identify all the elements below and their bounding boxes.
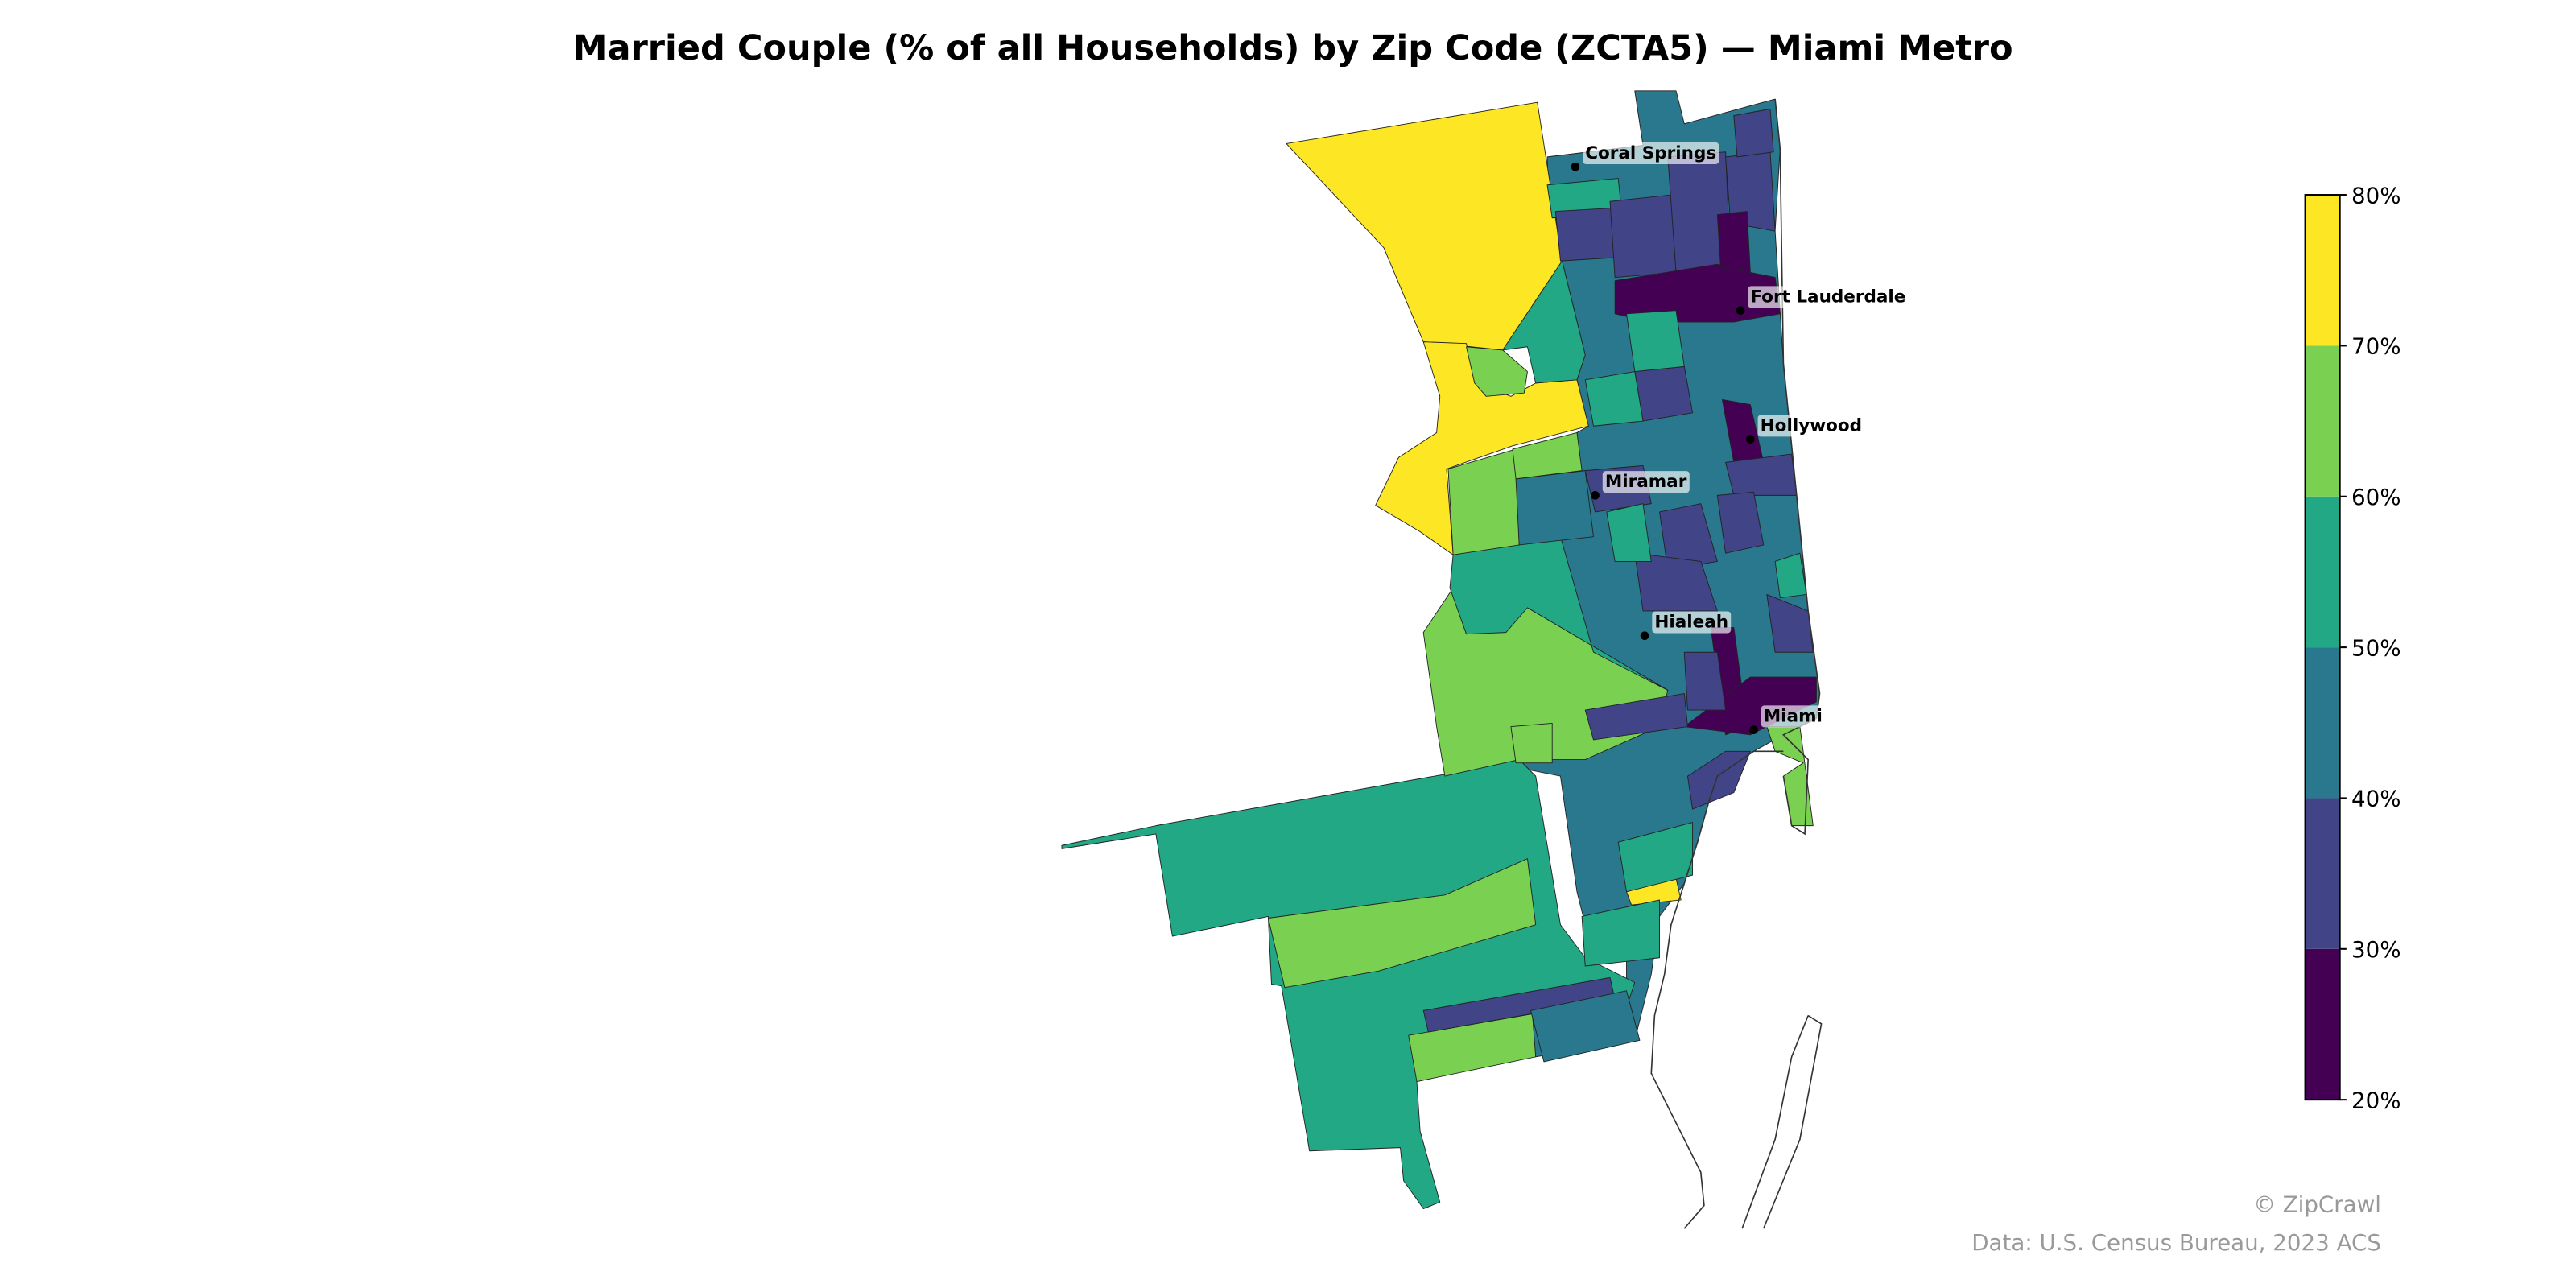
zip-region [1634,552,1718,612]
city-label: Miramar [1591,471,1690,500]
zip-region [1617,822,1694,893]
city-marker-icon [1736,306,1745,315]
zip-region [1530,990,1641,1063]
zip-region [1766,593,1814,653]
key-biscayne-outline [1741,1014,1823,1229]
city-name: Hollywood [1761,415,1862,436]
colorbar-tick-label: 20% [2351,1087,2401,1113]
city-marker-icon [1591,491,1600,500]
zip-region [1659,503,1718,571]
colorbar-tick-label: 60% [2351,484,2401,510]
zip-region [1512,431,1583,480]
colorbar-bin [2305,798,2340,949]
city-label-background [1748,286,1909,308]
zip-region [1683,651,1727,711]
zip-region [1716,211,1751,273]
zip-region [1449,536,1669,691]
city-name: Miramar [1605,472,1687,492]
city-label-background [1757,415,1865,437]
zip-region [1510,722,1553,764]
zip-region [1716,491,1765,554]
colorbar-tick-label: 40% [2351,786,2401,812]
city-name: Hialeah [1654,612,1728,632]
city-name: Fort Lauderdale [1750,287,1905,307]
colorbar-tick-label: 80% [2351,182,2401,208]
colorbar-bin [2305,647,2340,799]
credit-text: © ZipCrawl [2253,1191,2381,1218]
colorbar-tick-label: 70% [2351,333,2401,360]
colorbar-bin [2305,496,2340,648]
zip-region [1515,470,1594,546]
city-marker-icon [1640,631,1649,641]
city-label-background [1761,705,1825,728]
zip-region [1061,759,1636,1209]
zip-region [1733,108,1774,158]
city-label-background [1652,611,1732,634]
zip-region [1286,101,1563,351]
map-title: Married Couple (% of all Households) by … [573,28,2013,68]
zip-region [1267,858,1537,989]
city-name: Miami [1764,706,1823,726]
city-label: Miami [1749,705,1825,734]
city-label-background [1602,471,1690,493]
zip-region [1584,371,1644,427]
zip-region [1683,676,1817,736]
coastline-bay [1650,750,1784,1229]
city-marker-icon [1749,725,1758,734]
city-marker-icon [1571,162,1580,171]
colorbar-tick-label: 30% [2351,936,2401,963]
city-label: Hollywood [1746,415,1865,444]
zip-region [1626,310,1685,372]
zip-region [1634,365,1694,422]
zip-region [1686,750,1751,810]
colorbar-bin [2305,345,2340,497]
source-text: Data: U.S. Census Bureau, 2023 ACS [1971,1229,2381,1256]
city-label: Fort Lauderdale [1736,286,1909,315]
colorbar: 20% 30% 40% 50% 60% 70% 80% [2304,182,2401,1113]
city-label-background [1583,142,1719,164]
city-label: Coral Springs [1571,142,1719,171]
colorbar-bin [2305,195,2340,346]
zip-region [1606,503,1652,562]
zip-region [1581,899,1660,967]
city-label: Hialeah [1640,611,1732,641]
zip-region [1584,693,1688,741]
zip-regions [1061,90,1820,1209]
colorbar-bin [2305,948,2340,1100]
city-labels: Coral Springs Fort Lauderdale Hollywood Mir… [1571,142,1909,734]
colorbar-tick-label: 50% [2351,634,2401,661]
city-marker-icon [1746,435,1755,444]
city-name: Coral Springs [1585,143,1716,163]
zip-region [1609,194,1677,279]
zip-region [1554,208,1616,262]
